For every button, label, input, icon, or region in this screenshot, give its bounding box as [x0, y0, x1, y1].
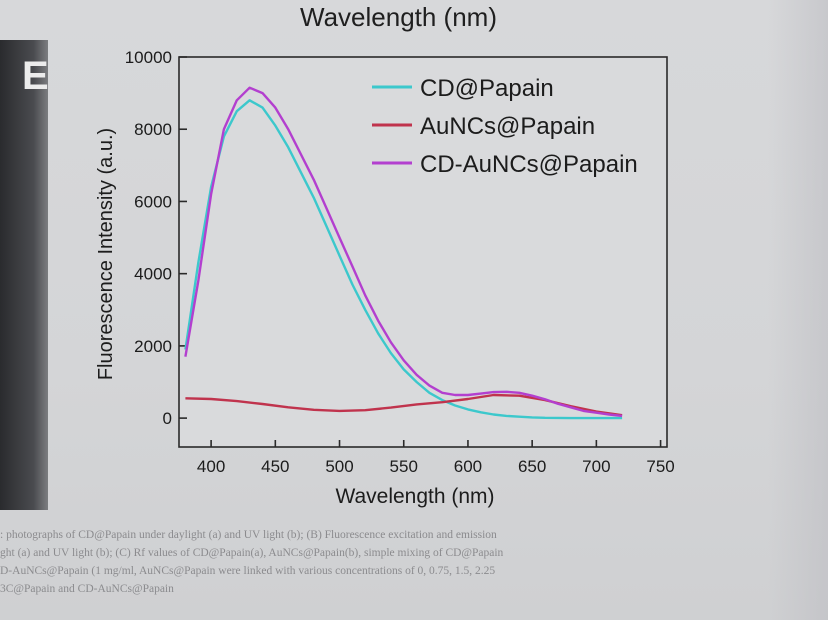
panel-label: E	[22, 54, 49, 98]
y-tick-label: 4000	[134, 265, 172, 284]
x-tick-label: 600	[454, 457, 482, 476]
legend-label: CD@Papain	[420, 75, 554, 102]
series-line-3	[184, 86, 623, 418]
caption-line: 3C@Papain and CD-AuNCs@Papain	[0, 583, 174, 595]
caption-line: D-AuNCs@Papain (1 mg/ml, AuNCs@Papain we…	[0, 565, 496, 577]
series-line-1	[184, 99, 623, 420]
x-tick-label: 700	[582, 457, 610, 476]
x-tick-label: 450	[261, 457, 289, 476]
photo-glare-right	[768, 0, 828, 620]
y-tick-label: 6000	[134, 192, 172, 211]
legend-label: AuNCs@Papain	[420, 113, 595, 140]
y-tick-label: 2000	[134, 337, 172, 356]
photo-edge-left	[0, 40, 48, 510]
plot-frame	[178, 56, 668, 448]
y-axis-label: Fluorescence Intensity (a.u.)	[95, 128, 117, 380]
x-tick-label: 400	[197, 457, 225, 476]
caption-line: : photographs of CD@Papain under dayligh…	[0, 529, 497, 541]
x-tick-label: 550	[390, 457, 418, 476]
y-tick-label: 10000	[125, 48, 172, 67]
legend-label: CD-AuNCs@Papain	[420, 151, 638, 178]
fluorescence-chart: 0 2000 4000 6000 8000 10000 400 450 500 550 600 65…	[95, 48, 675, 508]
x-axis-label: Wavelength (nm)	[335, 485, 494, 508]
cropped-axis-title: Wavelength (nm)	[300, 2, 497, 32]
y-tick-label: 0	[163, 409, 172, 428]
x-tick-label: 650	[518, 457, 546, 476]
caption-line: ght (a) and UV light (b); (C) Rf values …	[0, 547, 504, 559]
x-tick-label: 500	[325, 457, 353, 476]
y-tick-label: 8000	[134, 120, 172, 139]
x-tick-label: 750	[646, 457, 674, 476]
figure-caption: : photographs of CD@Papain under dayligh…	[0, 526, 828, 598]
